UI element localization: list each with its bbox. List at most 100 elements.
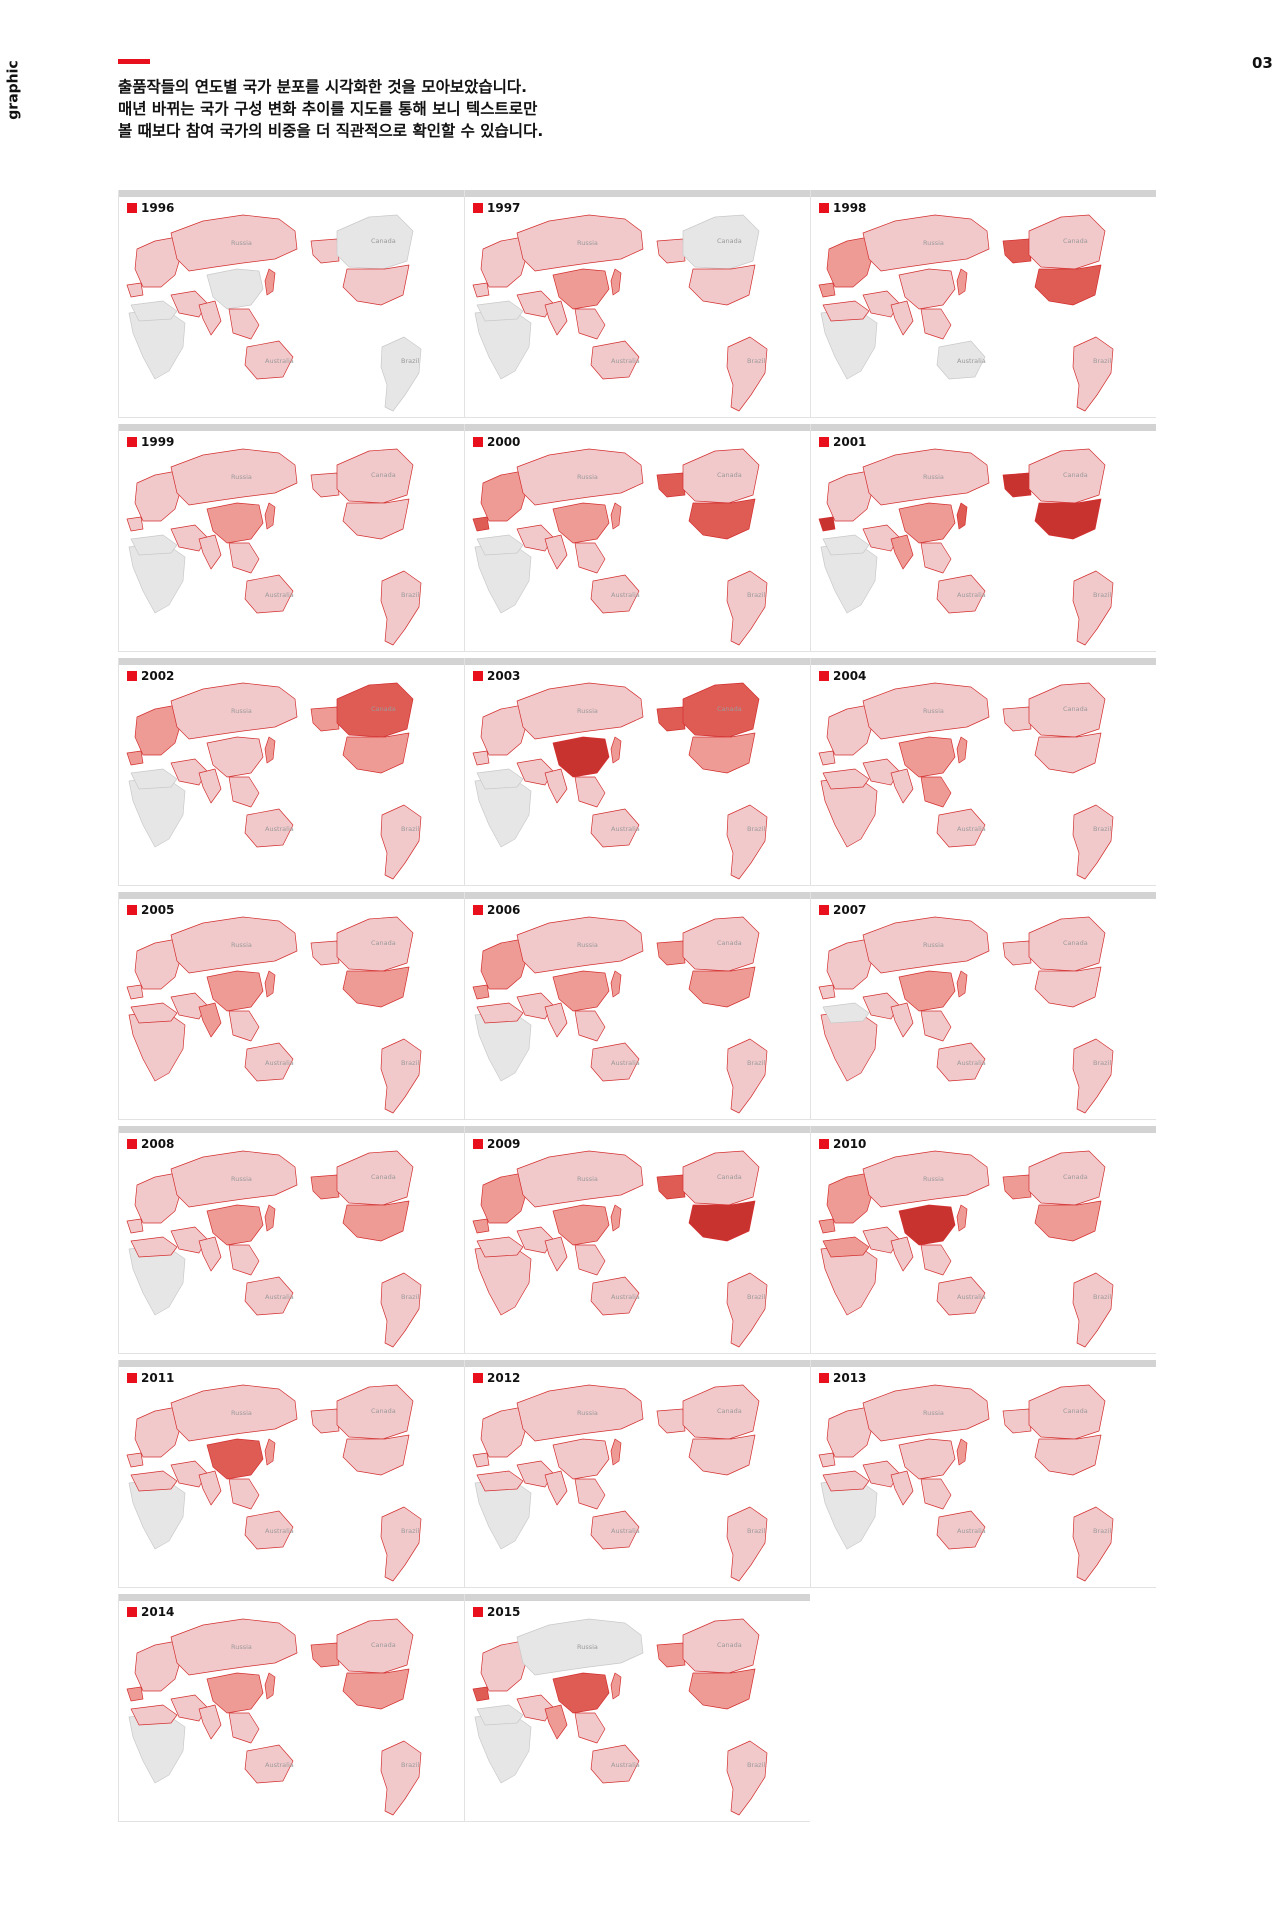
region-india (544, 534, 568, 570)
year-tag: 2013 (819, 1371, 871, 1385)
year-marker-square (819, 437, 829, 447)
region-se-asia (228, 308, 260, 340)
map-label-brazil: Brazil (401, 1059, 419, 1067)
region-se-asia (574, 1478, 606, 1510)
year-label: 1998 (833, 201, 867, 215)
map-label-canada: Canada (1063, 1407, 1088, 1415)
region-na (682, 214, 760, 270)
region-australia (244, 1744, 294, 1784)
intro-line-3: 볼 때보다 참여 국가의 비중을 더 직관적으로 확인할 수 있습니다. (118, 122, 544, 140)
region-na (682, 916, 760, 972)
region-alaska (1002, 1174, 1032, 1200)
region-india (544, 1704, 568, 1740)
region-se-asia (920, 1478, 952, 1510)
map-label-brazil: Brazil (401, 591, 419, 599)
region-europe (826, 938, 874, 990)
region-africa-n (476, 1704, 524, 1726)
region-iberia (818, 1452, 836, 1468)
region-se-asia (228, 776, 260, 808)
region-russia (516, 682, 644, 740)
year-marker-square (819, 1139, 829, 1149)
year-tag: 1998 (819, 201, 871, 215)
region-iberia (472, 282, 490, 298)
map-label-australia: Australia (611, 357, 640, 365)
region-us (688, 966, 756, 1008)
region-africa-n (822, 1236, 870, 1258)
region-alaska (656, 940, 686, 966)
region-alaska (656, 706, 686, 732)
region-na (1028, 916, 1106, 972)
map-label-canada: Canada (1063, 1173, 1088, 1181)
region-australia (936, 1276, 986, 1316)
region-south-am (726, 1740, 768, 1816)
panel-top-bar (465, 658, 810, 665)
region-russia (170, 1618, 298, 1676)
map-label-canada: Canada (717, 705, 742, 713)
region-alaska (310, 706, 340, 732)
map-label-brazil: Brazil (401, 1761, 419, 1769)
map-label-brazil: Brazil (747, 1527, 765, 1535)
map-label-russia: Russia (231, 1643, 252, 1651)
map-label-canada: Canada (717, 471, 742, 479)
region-iberia (126, 1452, 144, 1468)
region-africa-n (130, 1002, 178, 1024)
year-tag: 2014 (127, 1605, 179, 1619)
world-map-2014: Russia Canada Brazil Australia (119, 1601, 464, 1821)
region-japan (264, 1438, 276, 1466)
region-australia (244, 1510, 294, 1550)
map-label-russia: Russia (231, 239, 252, 247)
region-alaska (310, 940, 340, 966)
region-japan (264, 1672, 276, 1700)
region-na (1028, 1150, 1106, 1206)
page-number: 03 (1252, 54, 1273, 72)
region-us (342, 1200, 410, 1242)
region-africa-n (130, 1470, 178, 1492)
year-marker-square (127, 1373, 137, 1383)
region-alaska (1002, 940, 1032, 966)
region-japan (956, 1204, 968, 1232)
region-russia (862, 1150, 990, 1208)
map-label-brazil: Brazil (747, 825, 765, 833)
year-marker-square (127, 671, 137, 681)
year-marker-square (473, 437, 483, 447)
world-map-2009: Russia Canada Brazil Australia (465, 1133, 810, 1353)
region-se-asia (920, 1010, 952, 1042)
map-label-australia: Australia (265, 1059, 294, 1067)
panel-top-bar (465, 1126, 810, 1133)
year-tag: 2005 (127, 903, 179, 917)
region-iberia (818, 516, 836, 532)
region-us (342, 1668, 410, 1710)
region-alaska (310, 1408, 340, 1434)
world-map-2015: Russia Canada Brazil Australia (465, 1601, 810, 1821)
map-panel-2007: Russia Canada Brazil Australia 2007 (810, 892, 1156, 1120)
region-iberia (126, 984, 144, 1000)
map-label-canada: Canada (1063, 237, 1088, 245)
region-china (206, 502, 264, 544)
region-russia (862, 214, 990, 272)
region-europe (826, 236, 874, 288)
map-label-australia: Australia (611, 1761, 640, 1769)
year-label: 2002 (141, 669, 175, 683)
region-na (682, 1384, 760, 1440)
panel-top-bar (119, 1360, 464, 1367)
year-tag: 2009 (473, 1137, 525, 1151)
region-se-asia (574, 1010, 606, 1042)
region-china (206, 736, 264, 778)
map-label-australia: Australia (265, 825, 294, 833)
year-tag: 2007 (819, 903, 871, 917)
region-se-asia (574, 1244, 606, 1276)
region-na (336, 1150, 414, 1206)
map-label-canada: Canada (371, 1407, 396, 1415)
region-se-asia (574, 776, 606, 808)
region-china (552, 268, 610, 310)
region-south-am (380, 336, 422, 412)
region-africa-n (476, 1470, 524, 1492)
map-label-brazil: Brazil (1093, 1293, 1111, 1301)
region-australia (244, 1042, 294, 1082)
year-marker-square (819, 1373, 829, 1383)
region-us (342, 498, 410, 540)
region-iberia (818, 282, 836, 298)
region-iberia (472, 1686, 490, 1702)
year-tag: 2011 (127, 1371, 179, 1385)
region-australia (936, 574, 986, 614)
